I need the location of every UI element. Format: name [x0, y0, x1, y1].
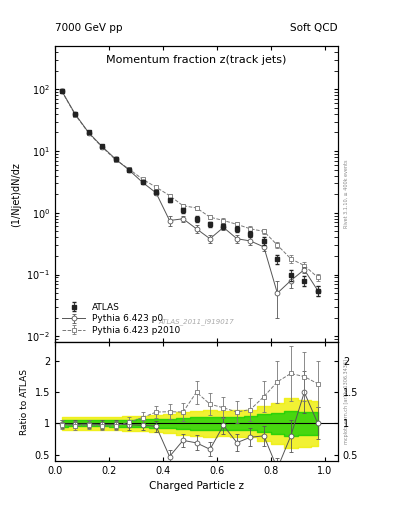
Text: mcplots.cern.ch [arXiv:1306.3436]: mcplots.cern.ch [arXiv:1306.3436]: [343, 359, 349, 444]
Y-axis label: (1/Njet)dN/dz: (1/Njet)dN/dz: [11, 162, 21, 227]
Text: ATLAS_2011_I919017: ATLAS_2011_I919017: [159, 318, 234, 325]
X-axis label: Charged Particle z: Charged Particle z: [149, 481, 244, 491]
Text: Momentum fraction z(track jets): Momentum fraction z(track jets): [107, 55, 286, 65]
Text: 7000 GeV pp: 7000 GeV pp: [55, 23, 123, 33]
Text: Soft QCD: Soft QCD: [290, 23, 338, 33]
Y-axis label: Ratio to ATLAS: Ratio to ATLAS: [20, 369, 29, 435]
Text: Rivet 3.1.10, ≥ 400k events: Rivet 3.1.10, ≥ 400k events: [343, 160, 349, 228]
Legend: ATLAS, Pythia 6.423 p0, Pythia 6.423 p2010: ATLAS, Pythia 6.423 p0, Pythia 6.423 p20…: [59, 300, 183, 338]
